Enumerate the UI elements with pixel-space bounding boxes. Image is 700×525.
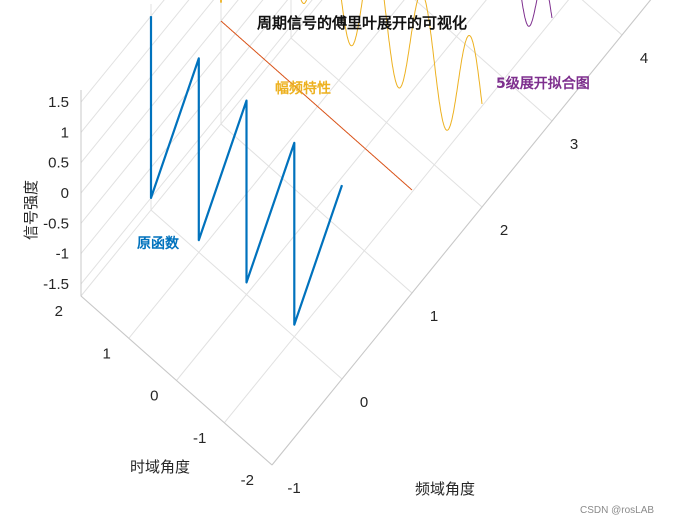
- series-line-0: [149, 16, 344, 326]
- axis-x-line: [271, 0, 652, 466]
- z-tick-label: -0.5: [43, 215, 69, 232]
- y-axis-label: 时域角度: [130, 458, 190, 476]
- grid-y: [176, 0, 487, 381]
- annotation-amplitude: 幅频特性: [275, 80, 331, 97]
- y-tick-label: 2: [55, 303, 63, 320]
- grid-z: [80, 0, 264, 224]
- annotation-fit: 5级展开拟合图: [496, 75, 590, 92]
- grid-y: [128, 0, 405, 339]
- x-tick-label: 3: [570, 136, 578, 153]
- z-tick-label: 1.5: [48, 94, 69, 111]
- grid-y: [223, 0, 570, 424]
- grid-z: [80, 0, 313, 285]
- y-tick-label: 1: [102, 345, 110, 362]
- y-tick-label: -1: [193, 430, 206, 447]
- x-tick-label: 0: [360, 394, 368, 411]
- x-axis-label: 频域角度: [415, 480, 475, 498]
- z-tick-label: 0: [61, 185, 69, 202]
- y-tick-label: 0: [150, 388, 158, 405]
- x-tick-label: 2: [500, 222, 508, 239]
- grid-y: [80, 0, 323, 297]
- series-line-1: [220, 20, 413, 191]
- grid-y: [271, 0, 652, 466]
- x-tick-label: -1: [287, 480, 300, 497]
- z-axis-label: 信号强度: [22, 180, 40, 240]
- annotation-original: 原函数: [137, 235, 180, 252]
- y-tick-label: -2: [241, 472, 254, 489]
- x-tick-label: 1: [430, 308, 438, 325]
- series-line-2: [300, 0, 483, 131]
- chart-title: 周期信号的傅里叶展开的可视化: [257, 14, 467, 32]
- z-tick-label: 0.5: [48, 155, 69, 172]
- z-tick-label: 1: [61, 124, 69, 141]
- axis-y-line: [80, 295, 273, 466]
- grid-z: [80, 0, 289, 254]
- z-tick-label: -1.5: [43, 276, 69, 293]
- series-group: [149, 0, 553, 326]
- z-tick-label: -1: [56, 246, 69, 263]
- x-tick-label: 4: [640, 50, 648, 67]
- grid-x: [414, 0, 553, 122]
- watermark: CSDN @rosLAB: [580, 505, 654, 516]
